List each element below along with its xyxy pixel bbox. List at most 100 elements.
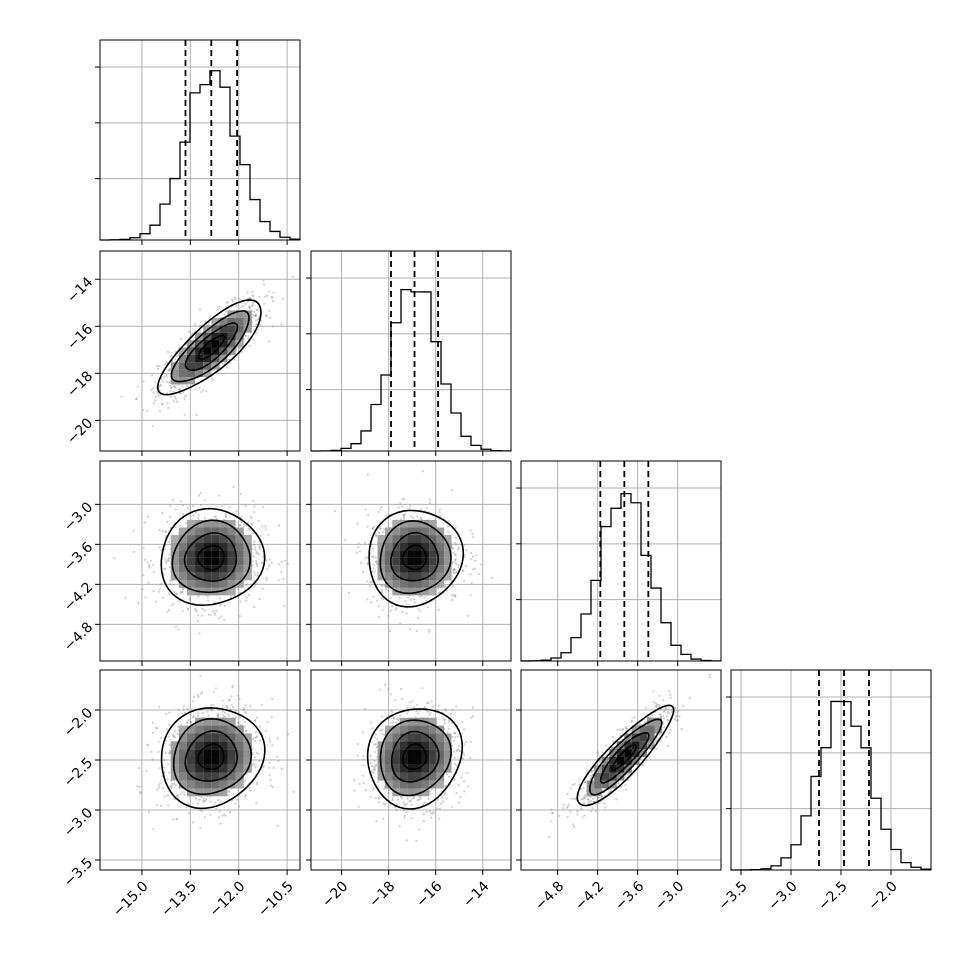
sample-point: [457, 566, 460, 569]
sample-point: [268, 309, 271, 312]
sample-point: [199, 826, 202, 829]
sample-point: [252, 737, 255, 740]
sample-point: [377, 605, 380, 608]
density-cell: [211, 325, 220, 333]
density-cell: [178, 557, 187, 566]
sample-point: [276, 737, 279, 740]
sample-point: [164, 530, 167, 533]
sample-point: [262, 302, 266, 305]
sample-point: [416, 712, 420, 715]
sample-point: [264, 729, 267, 732]
sample-point: [391, 605, 394, 608]
sample-point: [268, 766, 271, 769]
sample-point: [466, 614, 469, 618]
sample-point: [252, 338, 255, 341]
sample-point: [171, 386, 174, 389]
sample-point: [374, 733, 377, 736]
sample-point: [403, 803, 406, 806]
sample-point: [199, 504, 202, 507]
density-cell: [243, 565, 252, 573]
sample-point: [254, 315, 257, 318]
sample-point: [252, 555, 255, 558]
density-cell: [186, 362, 196, 370]
sample-point: [387, 788, 390, 792]
sample-point: [192, 715, 195, 718]
sample-point: [165, 520, 169, 524]
sample-point: [376, 738, 379, 741]
sample-point: [139, 792, 142, 795]
sample-point: [256, 309, 259, 312]
sample-point: [158, 786, 161, 789]
sample-point: [431, 812, 435, 815]
sample-point: [238, 298, 242, 301]
density-cell: [186, 580, 196, 588]
sample-point: [449, 713, 452, 716]
sample-point: [370, 721, 373, 724]
density-cell: [203, 354, 212, 363]
sample-point: [256, 564, 259, 568]
sample-point: [173, 395, 176, 398]
sample-point: [167, 350, 170, 353]
density-cell: [211, 780, 220, 789]
sample-point: [224, 814, 227, 817]
panel-frame-1-0: [99, 250, 301, 452]
y-tick-label: −2.5: [61, 755, 96, 790]
sample-point: [366, 580, 369, 583]
sample-point: [256, 735, 259, 738]
sample-point: [254, 740, 257, 743]
sample-point: [374, 533, 377, 537]
sample-point: [461, 569, 464, 572]
sample-point: [474, 559, 477, 562]
histogram-0: [99, 70, 301, 241]
sample-point: [180, 500, 183, 503]
sample-point: [291, 275, 294, 278]
sample-point: [175, 400, 179, 403]
sample-point: [230, 703, 233, 706]
sample-point: [445, 709, 448, 712]
sample-point: [191, 821, 194, 824]
sample-point: [381, 609, 384, 612]
sample-point: [255, 802, 258, 805]
sample-point: [187, 812, 190, 815]
sample-point: [261, 505, 265, 509]
sample-point: [238, 615, 241, 618]
sample-point: [253, 505, 256, 508]
sample-point: [189, 721, 192, 724]
sample-point: [456, 735, 459, 738]
sample-point: [175, 355, 178, 358]
sample-point: [415, 630, 418, 633]
sample-point: [453, 523, 456, 526]
sample-point: [231, 706, 235, 709]
sample-point: [171, 782, 174, 786]
density-cell: [235, 550, 244, 558]
sample-point: [268, 740, 271, 743]
sample-point: [369, 584, 372, 588]
density-cell: [243, 325, 252, 333]
sample-point: [372, 788, 375, 791]
sample-point: [366, 562, 369, 565]
sample-point: [404, 600, 407, 603]
sample-point: [156, 367, 160, 370]
sample-point: [271, 325, 274, 328]
sample-point: [254, 718, 257, 722]
sample-point: [192, 504, 195, 508]
sample-point: [226, 301, 229, 304]
sample-point: [243, 588, 247, 591]
sample-point: [385, 515, 388, 518]
sample-point: [255, 319, 258, 322]
sample-point: [221, 505, 224, 508]
sample-point: [237, 588, 240, 591]
sample-point: [361, 731, 364, 734]
sample-point: [380, 506, 383, 509]
sample-point: [401, 610, 404, 614]
sample-point: [164, 530, 168, 534]
density-cell: [399, 542, 408, 551]
sample-point: [193, 695, 196, 699]
sample-point: [231, 300, 234, 303]
sample-point: [231, 298, 234, 301]
sample-point: [251, 301, 254, 304]
density-cell: [211, 733, 220, 742]
sample-point: [355, 551, 358, 555]
density-cell: [227, 580, 236, 588]
sample-point: [207, 613, 210, 616]
